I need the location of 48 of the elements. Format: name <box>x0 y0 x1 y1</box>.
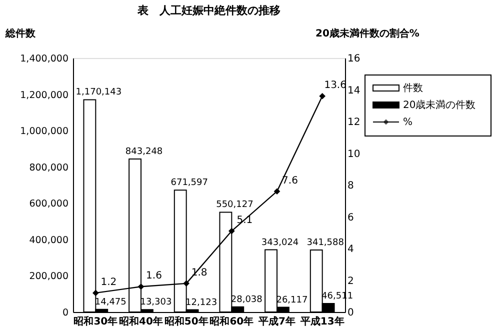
y-tick-label: 400,000 <box>29 234 68 246</box>
data-label: 1,170,143 <box>76 88 122 98</box>
data-label: 7.6 <box>282 175 298 186</box>
x-tick-label: 昭和50年 <box>164 316 208 328</box>
x-tick-label: 昭和60年 <box>210 316 254 328</box>
point <box>138 283 144 290</box>
x-tick-label: 平成13年 <box>299 316 344 328</box>
y-axis-title: 総件数 <box>4 28 36 40</box>
point <box>274 188 280 195</box>
y2-tick-label: 12 <box>348 117 360 128</box>
data-label: 13,303 <box>140 298 172 308</box>
y2-tick-label: 8 <box>348 180 354 192</box>
y2-tick-label: 14 <box>348 85 360 96</box>
y-tick-label: 600,000 <box>29 198 68 210</box>
y2-tick-label: 6 <box>348 212 354 224</box>
x-tick-label: 昭和30年 <box>74 316 118 328</box>
chart-title: 表 人工妊娠中絶件数の推移 <box>136 4 280 17</box>
data-label: 26,117 <box>276 295 308 306</box>
y-tick-label: 1,200,000 <box>20 90 68 101</box>
point <box>319 92 326 100</box>
data-label: 1.2 <box>100 276 117 288</box>
data-label: 14,475 <box>94 297 126 308</box>
y2-tick-label: 16 <box>348 54 360 64</box>
y2-tick-label: 10 <box>348 148 360 160</box>
y2-axis-title: 20歳未満件数の割合% <box>316 28 420 40</box>
data-label: 671,597 <box>170 178 208 188</box>
legend-label: 件数 <box>403 83 423 94</box>
x-tick-label: 平成7年 <box>258 316 296 328</box>
point <box>183 280 190 287</box>
y-tick-label: 800,000 <box>29 162 68 174</box>
y-tick-label: 1,400,000 <box>20 54 68 64</box>
y2-tick-label: 0 <box>348 308 354 318</box>
y-tick-label: 0 <box>62 308 68 318</box>
y-tick-label: 200,000 <box>29 271 68 282</box>
y2-tick-label: 2 <box>348 276 354 287</box>
y2-tick-label: 4 <box>348 244 354 255</box>
data-label: 341,588 <box>306 238 344 248</box>
legend-label: 20歳未満の件数 <box>403 99 476 111</box>
data-label: 550,127 <box>216 200 254 210</box>
legend-label: % <box>403 117 413 128</box>
y-tick-label: 1,000,000 <box>20 126 68 138</box>
data-label: 28,038 <box>230 294 263 305</box>
data-label: 1.6 <box>146 270 162 282</box>
point <box>92 290 99 296</box>
point <box>228 228 235 234</box>
data-label: 343,024 <box>261 238 299 248</box>
data-label: 843,248 <box>125 147 163 158</box>
x-tick-label: 昭和40年 <box>119 316 163 328</box>
